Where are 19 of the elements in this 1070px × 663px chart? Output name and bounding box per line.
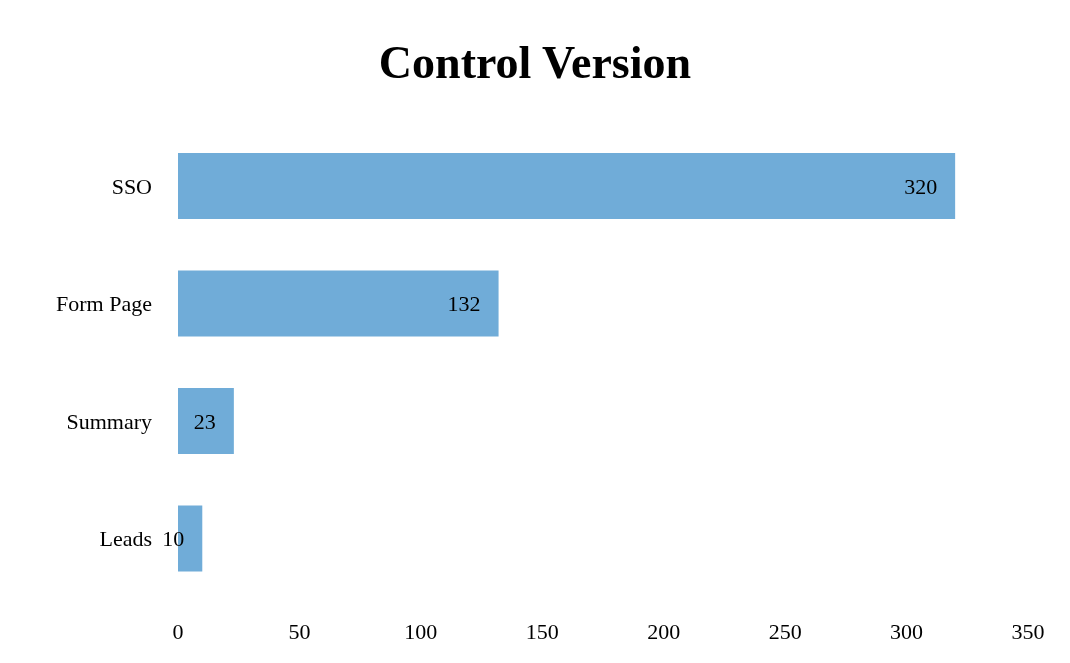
chart-title: Control Version [377,36,693,89]
bar [178,153,956,219]
x-tick-label: 350 [1011,618,1045,644]
data-label: 132 [447,291,481,317]
y-tick-label: Summary [66,408,152,434]
data-label: 23 [193,408,216,434]
y-tick-label: Form Page [56,291,152,317]
x-tick-label: 150 [525,618,559,644]
bar [178,270,499,337]
bar [178,388,234,454]
x-tick-label: 0 [172,618,184,644]
x-tick-label: 50 [288,618,311,644]
x-tick-label: 300 [890,618,924,644]
x-tick-label: 250 [768,618,802,644]
y-tick-label: Leads [99,526,152,552]
x-tick-label: 200 [647,618,681,644]
data-label: 320 [904,173,938,199]
y-tick-label: SSO [111,173,152,199]
x-tick-label: 100 [404,618,438,644]
